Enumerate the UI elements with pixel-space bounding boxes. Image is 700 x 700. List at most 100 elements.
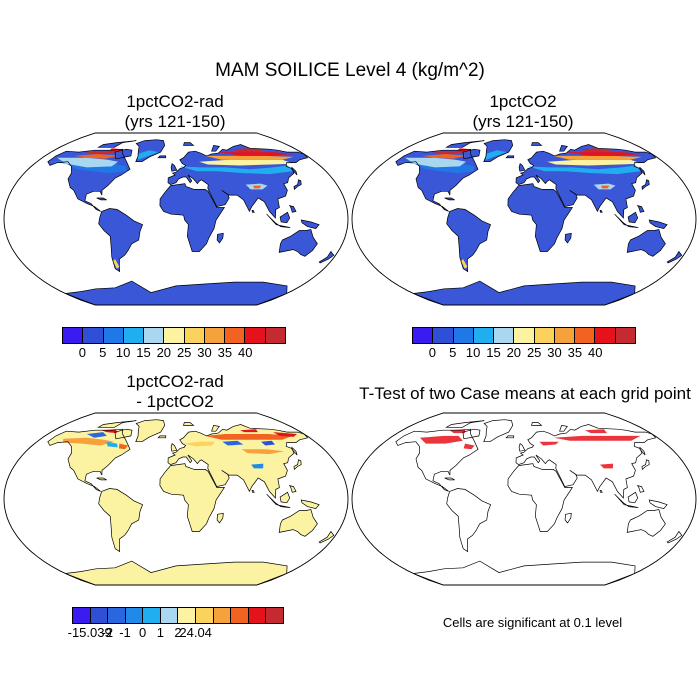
field-patch xyxy=(205,155,294,160)
colorbar-cell xyxy=(213,608,232,623)
coastline-iceland xyxy=(157,435,167,439)
colorbar-cell xyxy=(164,328,185,343)
colorbar-cell xyxy=(554,328,576,343)
landmass-antarctica xyxy=(65,281,288,305)
coastline-australia xyxy=(626,509,666,537)
field-patch xyxy=(74,154,118,159)
landmass-madagascar xyxy=(217,233,224,243)
field-patch xyxy=(565,152,642,156)
landmass-australia xyxy=(627,229,666,257)
colorbar-label: 30 xyxy=(547,345,562,360)
colorbar-label: 5 xyxy=(99,345,107,360)
coastline-srilanka xyxy=(251,490,255,493)
landmass-australia xyxy=(279,509,318,537)
coastline-iceland xyxy=(505,155,515,159)
coastline-samerica xyxy=(98,208,144,273)
coastline-novzemlya xyxy=(211,425,220,432)
coastline-newguinea xyxy=(300,499,320,509)
landmass-newguinea xyxy=(301,500,320,509)
panel-2-title: 1pctCO2 (yrs 121-150) xyxy=(368,92,678,132)
coastline-sakhalin xyxy=(291,446,298,456)
coastline-samerica xyxy=(446,488,492,553)
coastline-svalbard xyxy=(531,422,543,426)
coastline-eurasia xyxy=(515,144,657,219)
colorbar-label: 35 xyxy=(217,345,233,360)
field-patch xyxy=(85,151,117,154)
colorbar-cell xyxy=(265,328,285,343)
field-patch xyxy=(422,154,466,159)
significant-region xyxy=(419,435,463,444)
coastline-greenland xyxy=(135,139,166,163)
colorbar-label: 35 xyxy=(567,345,583,360)
coastline-baffin xyxy=(114,148,133,160)
coastline-japan xyxy=(641,179,650,191)
coastline-cuba xyxy=(96,477,107,481)
coastline-borneo xyxy=(279,211,291,224)
coastline-samerica xyxy=(98,488,144,553)
coastline-indonesia xyxy=(266,493,291,508)
coastline-eurasia xyxy=(167,144,309,219)
colorbar-cell xyxy=(248,608,267,623)
landmass-novzemlya xyxy=(559,145,568,152)
coastline-namerica xyxy=(395,148,479,212)
coastline-africa xyxy=(507,463,574,532)
landmass-borneo xyxy=(628,212,638,223)
colorbar-cell xyxy=(160,608,179,623)
coastline-namerica xyxy=(395,428,479,492)
landmass-antarctica xyxy=(413,281,636,305)
coastline-indonesia xyxy=(614,493,639,508)
colorbar-abs-right: 0 5 10 15 20 25 30 35 40 xyxy=(412,327,636,367)
coastline-newzealand xyxy=(318,530,335,544)
landmass-africa xyxy=(507,183,573,252)
field-patch xyxy=(601,185,610,189)
colorbar-cell xyxy=(231,608,249,623)
colorbar-abs-left: 0 5 10 15 20 25 30 35 40 xyxy=(62,327,286,367)
coastline-australia xyxy=(626,229,666,257)
coastline-australia xyxy=(278,229,318,257)
coastline-novzemlya xyxy=(211,145,220,152)
coastline-britain xyxy=(518,442,526,452)
colorbar-label: 0 xyxy=(428,345,436,360)
coastline-philippines xyxy=(636,205,645,213)
colorbar-cell xyxy=(196,608,214,623)
field-patch xyxy=(180,165,293,175)
map-panel-1pctco2 xyxy=(351,132,697,306)
field-patch xyxy=(222,440,244,446)
colorbar-label: 25 xyxy=(526,345,542,360)
landmass-madagascar xyxy=(217,513,224,523)
colorbar-cell xyxy=(90,608,109,623)
field-patch xyxy=(261,440,275,446)
field-patch xyxy=(461,259,468,269)
colorbar-cell xyxy=(123,328,145,343)
colorbar-label: 24.04 xyxy=(179,625,212,640)
map-border xyxy=(3,412,349,586)
coastline-africa xyxy=(507,183,574,252)
colorbar-cell xyxy=(245,328,266,343)
colorbar-label: 25 xyxy=(176,345,192,360)
landmass-cuba xyxy=(96,198,107,200)
colorbar-label: 15 xyxy=(486,345,501,360)
coastline-baffin xyxy=(462,148,481,160)
landmass-iceland xyxy=(158,435,166,438)
landmass-newguinea xyxy=(649,220,668,229)
field-patch xyxy=(87,432,107,438)
colorbar-cell xyxy=(534,328,555,343)
colorbar-cell xyxy=(453,328,474,343)
colorbar-cell xyxy=(615,328,635,343)
coastline-newguinea xyxy=(300,219,320,229)
colorbar-cell xyxy=(108,608,126,623)
landmass-africa xyxy=(159,463,225,532)
coastline-britain xyxy=(170,442,178,452)
field-patch xyxy=(253,185,262,189)
coastline-arcticisl xyxy=(445,140,485,148)
landmass-africa xyxy=(159,183,225,252)
landmass-australia xyxy=(279,229,318,257)
field-patch xyxy=(217,152,294,156)
panel-1-title: 1pctCO2-rad (yrs 121-150) xyxy=(20,92,330,132)
coastline-srilanka xyxy=(599,210,603,213)
colorbar-cell xyxy=(225,328,246,343)
panel-1-title-line1: 1pctCO2-rad xyxy=(126,92,224,111)
colorbar-label: 0 xyxy=(139,625,147,640)
colorbar-cell xyxy=(266,608,283,623)
colorbar-cell xyxy=(204,328,226,343)
